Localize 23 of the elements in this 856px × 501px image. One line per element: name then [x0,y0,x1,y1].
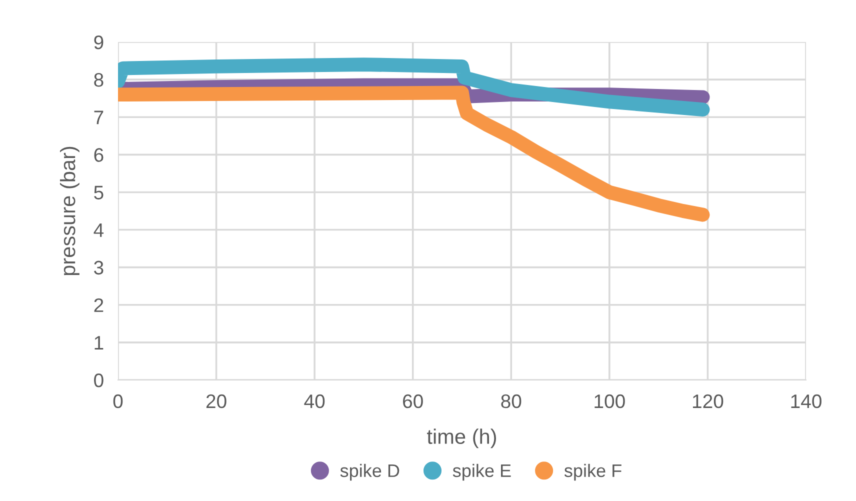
y-tick-label: 1 [94,336,104,350]
y-tick-label: 6 [94,148,104,162]
x-tick-label: 0 [113,394,123,408]
y-tick-label: 4 [94,223,104,237]
y-tick-label: 0 [94,373,104,388]
x-tick-label: 60 [403,394,423,408]
y-tick-label: 9 [94,35,104,50]
y-tick-label: 5 [94,186,104,200]
x-tick-label: 140 [791,394,822,408]
x-tick-label: 20 [206,394,226,408]
x-tick-label: 120 [692,394,724,408]
legend-label: spike E [452,464,511,481]
legend-label: spike D [340,464,400,481]
y-axis-title: pressure (bar) [60,146,80,276]
x-axis-title: time (h) [427,428,496,448]
x-tick-label: 40 [304,394,325,408]
y-tick-label: 2 [94,298,104,312]
x-tick-label: 80 [501,394,522,408]
y-tick-label: 3 [94,260,104,275]
y-tick-label: 7 [94,110,104,124]
legend-label: spike F [564,464,622,481]
x-tick-label: 100 [594,394,625,408]
y-tick-label: 8 [94,73,104,87]
